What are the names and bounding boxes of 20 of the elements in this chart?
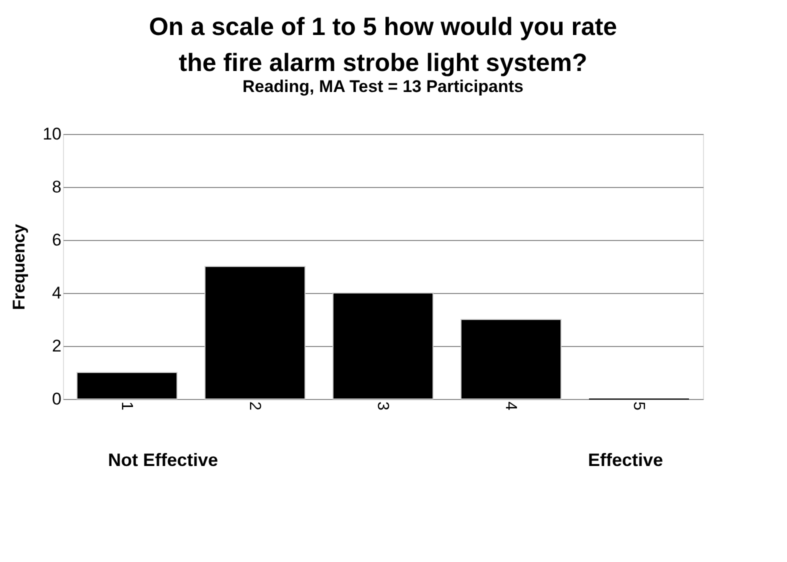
y-axis-title: Frequency <box>10 223 29 310</box>
chart-subtitle: Reading, MA Test = 13 Participants <box>242 77 524 96</box>
y-tick-label: 0 <box>52 390 62 408</box>
x-tick-label: 4 <box>502 402 519 410</box>
x-tick-label: 2 <box>246 402 263 410</box>
y-tick-label: 8 <box>52 178 62 196</box>
y-tick-label: 2 <box>52 336 62 356</box>
bar <box>460 319 562 400</box>
text: Effective <box>588 450 663 470</box>
chart-title: On a scale of 1 to 5 how would you rate the fire alarm strobe light system? <box>148 13 618 77</box>
y-tick-label: 10 <box>42 124 62 144</box>
y-tick-label: 6 <box>52 230 62 250</box>
bar <box>332 292 434 400</box>
x-tick-label: 3 <box>374 402 391 410</box>
x-tick-label: 1 <box>118 402 135 410</box>
x-tick-label: 5 <box>630 402 647 410</box>
bar <box>204 266 306 400</box>
y-tick-label: 4 <box>52 284 62 302</box>
bar <box>76 372 178 400</box>
text: Not Effective <box>108 450 218 470</box>
